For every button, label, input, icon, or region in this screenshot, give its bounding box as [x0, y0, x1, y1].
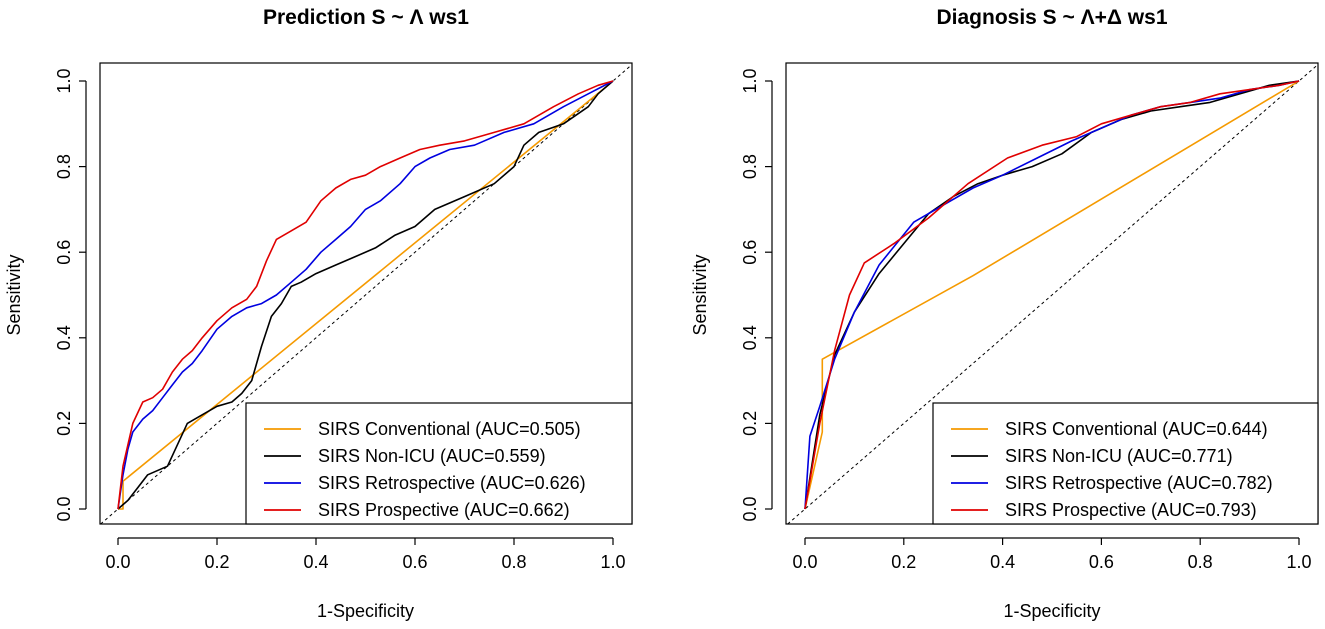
chart-title: Prediction S ~ Λ ws1 — [263, 6, 469, 29]
roc-curve-1 — [804, 80, 1300, 510]
x-tick-label: 0.8 — [1188, 552, 1213, 572]
x-tick-label: 0.6 — [1089, 552, 1114, 572]
y-tick-label: 0.4 — [740, 325, 760, 350]
roc-curve-3 — [117, 80, 614, 510]
y-tick-label: 0.4 — [54, 325, 74, 350]
x-axis-title: 1-Specificity — [1003, 601, 1100, 621]
y-tick-label: 0.6 — [740, 240, 760, 265]
legend-label: SIRS Retrospective (AUC=0.626) — [318, 473, 586, 493]
y-tick-label: 0.0 — [54, 496, 74, 521]
chart-title: Diagnosis S ~ Λ+Δ ws1 — [936, 6, 1167, 29]
x-tick-label: 0.6 — [402, 552, 427, 572]
y-tick-label: 1.0 — [740, 68, 760, 93]
y-tick-label: 0.8 — [54, 154, 74, 179]
x-tick-label: 0.0 — [792, 552, 817, 572]
x-tick-label: 0.2 — [204, 552, 229, 572]
x-tick-label: 0.0 — [105, 552, 130, 572]
reference-diagonal — [787, 64, 1319, 525]
x-tick-label: 0.2 — [891, 552, 916, 572]
y-axis-title: Sensitivity — [4, 254, 24, 335]
legend-label: SIRS Non-ICU (AUC=0.559) — [318, 446, 546, 466]
roc-curve-3 — [804, 80, 1300, 510]
y-tick-label: 0.2 — [54, 411, 74, 436]
y-tick-label: 0.8 — [740, 154, 760, 179]
legend-box — [245, 402, 633, 525]
roc-curve-4 — [117, 80, 614, 510]
legend-label: SIRS Conventional (AUC=0.644) — [1005, 419, 1268, 439]
legend-label: SIRS Conventional (AUC=0.505) — [318, 419, 581, 439]
legend-box — [932, 402, 1319, 525]
legend-label: SIRS Retrospective (AUC=0.782) — [1005, 473, 1273, 493]
y-tick-label: 0.2 — [740, 411, 760, 436]
y-axis-title: Sensitivity — [690, 254, 710, 335]
x-tick-label: 0.4 — [990, 552, 1015, 572]
y-tick-label: 0.0 — [740, 496, 760, 521]
legend-label: SIRS Non-ICU (AUC=0.771) — [1005, 446, 1233, 466]
x-axis-title: 1-Specificity — [317, 601, 414, 621]
roc-curve-2 — [117, 80, 614, 510]
y-tick-label: 1.0 — [54, 68, 74, 93]
chart-panel-2: Diagnosis S ~ Λ+Δ ws1 0.0 0.2 0.4 0.6 0.8 1.0 1… — [690, 6, 1319, 621]
y-tick-label: 0.6 — [54, 240, 74, 265]
x-tick-label: 0.4 — [303, 552, 328, 572]
x-tick-label: 0.8 — [501, 552, 526, 572]
roc-curve-4 — [804, 80, 1300, 510]
chart-panel-1: Prediction S ~ Λ ws1 0.0 0.2 0.4 0.6 0.8 1.0 1-… — [4, 6, 633, 621]
x-tick-label: 1.0 — [1286, 552, 1311, 572]
x-tick-label: 1.0 — [600, 552, 625, 572]
legend-label: SIRS Prospective (AUC=0.793) — [1005, 500, 1257, 520]
legend-label: SIRS Prospective (AUC=0.662) — [318, 500, 570, 520]
